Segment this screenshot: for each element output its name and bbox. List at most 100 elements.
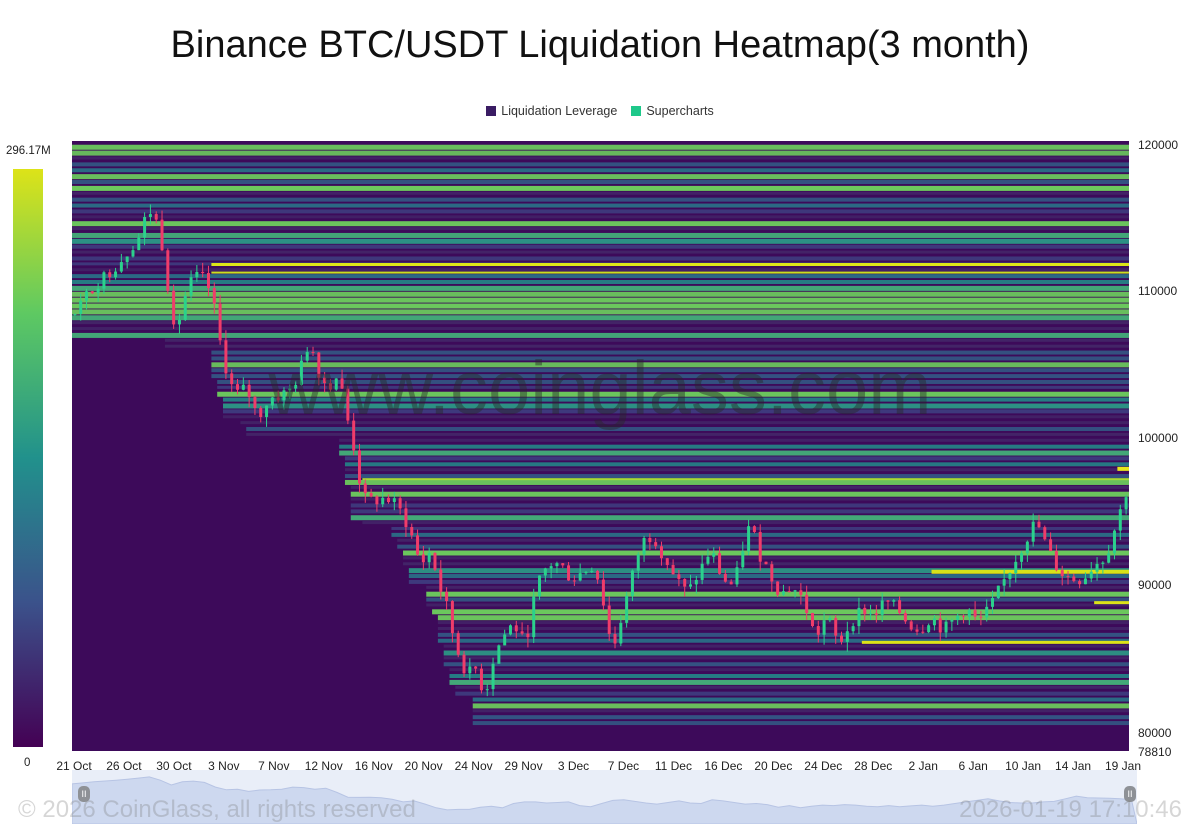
candle-body <box>96 288 100 294</box>
candle-body <box>1066 576 1070 578</box>
candle-body <box>648 537 652 543</box>
liquidation-cluster-level <box>211 262 1129 266</box>
x-tick-label: 10 Jan <box>1005 759 1042 773</box>
navigator-left-handle[interactable]: II <box>78 786 90 802</box>
candle-body <box>764 561 768 565</box>
candle-body <box>1072 576 1076 582</box>
candle-body <box>369 493 373 497</box>
heatmap-band <box>449 674 1129 679</box>
candle-body <box>857 607 861 627</box>
candle-body <box>166 250 170 291</box>
heatmap-band <box>472 721 1129 726</box>
candle-body <box>79 300 83 314</box>
candle-body <box>1020 553 1024 562</box>
candle-body <box>723 573 727 582</box>
heatmap-band <box>72 303 1129 309</box>
candle-body <box>921 631 925 633</box>
x-tick-label: 24 Dec <box>804 759 843 773</box>
candle-body <box>985 606 989 618</box>
heatmap-band <box>408 579 1129 584</box>
heatmap-band <box>350 485 1129 489</box>
candle-body <box>125 256 129 263</box>
candle-body <box>450 601 454 634</box>
candle-body <box>520 631 524 634</box>
liquidation-cluster-level <box>211 271 1129 274</box>
x-tick-label: 20 Nov <box>404 759 443 773</box>
candle-body <box>270 397 274 406</box>
candle-body <box>567 565 571 581</box>
candle-body <box>294 384 298 389</box>
candle-body <box>770 564 774 582</box>
candle-body <box>387 497 391 503</box>
heatmap-plot-area[interactable] <box>72 141 1129 751</box>
candle-body <box>526 633 530 638</box>
heatmap-band <box>339 438 1129 442</box>
candle-body <box>601 579 605 606</box>
candle-body <box>503 634 507 646</box>
candle-body <box>1101 562 1105 564</box>
candle-body <box>392 498 396 503</box>
x-tick-label: 3 Dec <box>557 759 590 773</box>
candle-body <box>474 666 478 669</box>
candle-body <box>357 450 361 484</box>
candle-body <box>630 570 634 596</box>
x-tick-label: 16 Nov <box>354 759 393 773</box>
chart-legend: Liquidation Leverage Supercharts <box>0 104 1200 118</box>
legend-item-supercharts[interactable]: Supercharts <box>631 104 714 118</box>
heatmap-band <box>72 291 1129 297</box>
candle-body <box>224 340 228 374</box>
candle-body <box>340 378 344 389</box>
y-tick-label: 78810 <box>1138 745 1172 759</box>
candle-body <box>398 498 402 509</box>
candle-body <box>886 600 890 602</box>
heatmap-band <box>72 168 1129 173</box>
candle-body <box>1112 530 1116 554</box>
heatmap-band <box>350 503 1129 508</box>
candle-body <box>706 556 710 564</box>
heatmap-band <box>72 185 1129 191</box>
heatmap-band <box>443 644 1129 648</box>
candle-body <box>741 551 745 568</box>
x-tick-label: 12 Nov <box>304 759 343 773</box>
legend-item-liquidation-leverage[interactable]: Liquidation Leverage <box>486 104 617 118</box>
candle-body <box>491 663 495 690</box>
candle-body <box>619 622 623 644</box>
candle-body <box>445 591 449 602</box>
candle-body <box>323 377 327 384</box>
heatmap-band <box>223 397 1129 402</box>
candle-body <box>363 483 367 494</box>
candle-body <box>996 585 1000 599</box>
heatmap-band <box>344 479 1129 485</box>
heatmap-band <box>397 538 1129 542</box>
heatmap-band <box>362 521 1129 525</box>
candle-body <box>172 290 176 325</box>
candle-body <box>381 497 385 505</box>
heatmap-band <box>472 709 1129 713</box>
time-navigator[interactable]: II II <box>72 770 1137 824</box>
legend-label-liquidation-leverage: Liquidation Leverage <box>501 104 618 118</box>
heatmap-band <box>472 697 1129 702</box>
candle-body <box>1095 563 1099 572</box>
navigator-right-handle[interactable]: II <box>1124 786 1136 802</box>
heatmap-band <box>72 274 1129 279</box>
candle-body <box>793 590 797 592</box>
candle-body <box>584 571 588 574</box>
chart-title: Binance BTC/USDT Liquidation Heatmap(3 m… <box>170 24 1030 66</box>
x-tick-label: 7 Nov <box>258 759 290 773</box>
heatmap-band <box>164 344 1129 348</box>
liquidation-cluster-level <box>1117 466 1129 471</box>
candle-body <box>253 397 257 408</box>
heatmap-band <box>443 662 1129 667</box>
heatmap-band <box>437 638 1129 643</box>
candle-body <box>880 600 884 615</box>
x-tick-label: 2 Jan <box>908 759 938 773</box>
candle-body <box>468 666 472 674</box>
candle-body <box>938 618 942 633</box>
candle-body <box>160 219 164 251</box>
candle-body <box>532 596 536 638</box>
heatmap-band <box>72 268 1129 272</box>
candle-body <box>869 613 873 615</box>
candle-body <box>538 575 542 597</box>
heatmap-svg <box>72 144 1129 726</box>
candle-body <box>851 626 855 632</box>
